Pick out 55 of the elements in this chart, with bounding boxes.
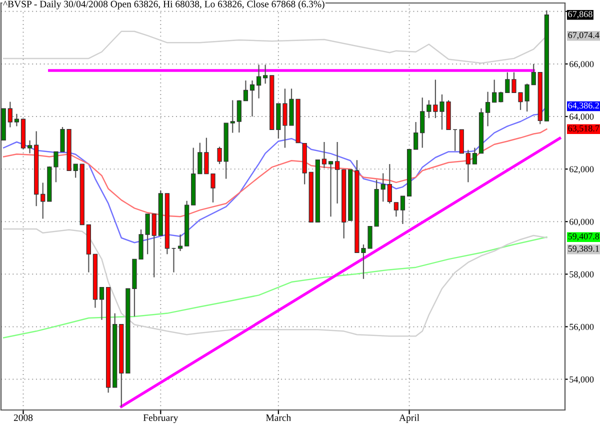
- candlestick: [198, 142, 202, 174]
- candlestick: [387, 164, 392, 204]
- candlestick: [8, 101, 12, 128]
- candlestick: [466, 149, 470, 183]
- line-series: [2, 106, 548, 244]
- candlestick: [40, 182, 46, 220]
- x-tick-label: February: [143, 414, 178, 424]
- text: 59,389.1: [568, 246, 599, 253]
- y-tick-label: 64,000: [570, 114, 594, 122]
- candlestick: [152, 213, 156, 278]
- text: 67,868: [568, 11, 592, 18]
- candlestick: [236, 100, 242, 134]
- x-tick-label: April: [399, 414, 420, 423]
- x-tick-label: March: [266, 414, 291, 422]
- candlestick: [230, 100, 235, 134]
- candlestick: [505, 72, 510, 94]
- candlestick: [145, 213, 150, 255]
- y-tick-label: 66,000: [570, 61, 594, 68]
- candlestick: [243, 80, 248, 102]
- candlestick: [394, 202, 399, 218]
- candlestick: [498, 91, 504, 103]
- candlestick: [263, 64, 268, 84]
- candlestick: [14, 113, 20, 127]
- y-tick-label: 56,000: [570, 324, 594, 332]
- candlestick: [27, 140, 32, 154]
- candlestick: [328, 160, 334, 218]
- candlestick: [420, 97, 425, 148]
- candlestick: [334, 141, 340, 204]
- text: 67,074.4: [568, 32, 600, 40]
- y-tick-label: 54,000: [570, 376, 594, 384]
- x-tick-label: 2008: [14, 414, 33, 422]
- candlestick: [73, 164, 78, 178]
- candlestick: [426, 100, 432, 119]
- candlestick: [400, 196, 406, 225]
- candlestick: [414, 121, 418, 150]
- y-tick-label: 62,000: [570, 166, 594, 174]
- candlestick: [217, 146, 222, 165]
- candlestick: [492, 79, 497, 103]
- y-tick-label: 58,000: [570, 271, 594, 279]
- candlestick: [531, 63, 536, 86]
- candlestick: [178, 234, 183, 252]
- candlestick: [459, 129, 464, 154]
- candlestick: [380, 172, 386, 202]
- chart-title: ^BVSP - Daily 30/04/2008 Open 63826, Hi 68038, Lo 63826, Close 67868 (6.3%): [3, 0, 324, 10]
- candlestick: [250, 80, 255, 118]
- text: 63,518.7: [568, 125, 600, 133]
- candlestick: [256, 64, 262, 99]
- line-series: [2, 30, 548, 64]
- candlestick: [99, 286, 104, 320]
- text: 64,386.2: [568, 102, 599, 110]
- y-tick-label: 60,000: [570, 218, 594, 226]
- candlestick: [322, 141, 327, 169]
- candlestick: [472, 147, 478, 165]
- text: 59,407.8: [568, 233, 600, 241]
- candlestick: [485, 91, 490, 127]
